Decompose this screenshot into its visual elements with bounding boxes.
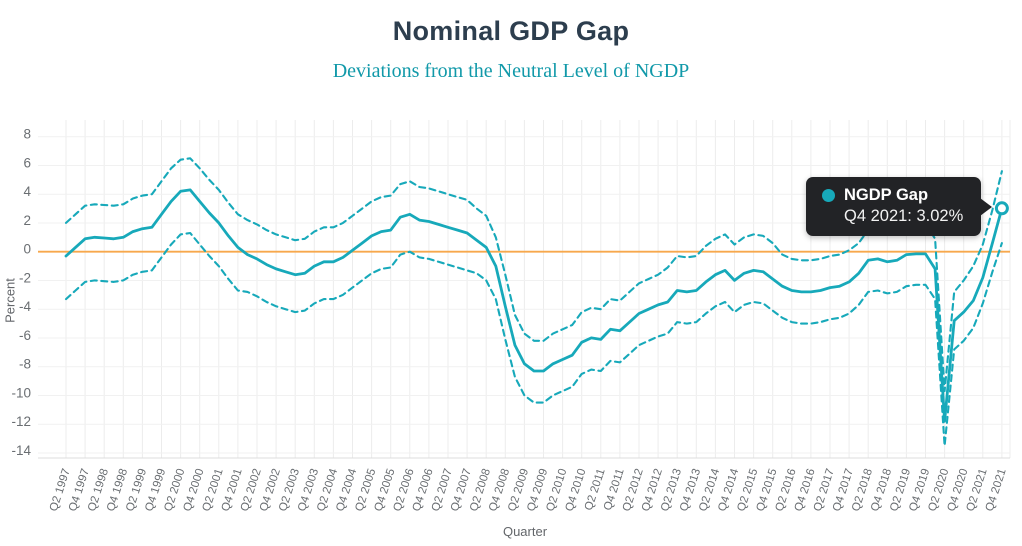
series-marker-icon bbox=[822, 189, 835, 202]
latest-point-marker[interactable] bbox=[994, 201, 1009, 216]
y-axis-title: Percent bbox=[2, 278, 18, 323]
svg-text:0: 0 bbox=[23, 242, 31, 257]
chart-subtitle: Deviations from the Neutral Level of NGD… bbox=[332, 60, 690, 82]
svg-text:-14: -14 bbox=[11, 443, 31, 458]
tooltip: NGDP Gap Q4 2021: 3.02% bbox=[806, 177, 993, 236]
svg-text:6: 6 bbox=[23, 155, 31, 170]
chart-title: Nominal GDP Gap bbox=[392, 16, 630, 46]
svg-text:-8: -8 bbox=[19, 357, 31, 372]
svg-text:8: 8 bbox=[23, 127, 31, 142]
svg-text:-10: -10 bbox=[11, 385, 31, 400]
svg-text:4: 4 bbox=[23, 184, 31, 199]
ngdp-gap-line[interactable] bbox=[64, 188, 1004, 423]
y-tick-labels: 8 6 4 2 0 -2 -4 -6 -8 -10 -12 -14 bbox=[11, 127, 31, 458]
svg-text:-12: -12 bbox=[11, 414, 31, 429]
svg-text:-2: -2 bbox=[19, 270, 31, 285]
upper-band-line bbox=[64, 157, 1003, 393]
tooltip-value: Q4 2021: 3.02% bbox=[844, 207, 964, 225]
svg-text:2: 2 bbox=[23, 213, 31, 228]
svg-text:-4: -4 bbox=[19, 299, 31, 314]
x-axis-title: Quarter bbox=[502, 524, 548, 539]
lower-band-line bbox=[64, 231, 1003, 447]
gridlines bbox=[38, 120, 1011, 459]
tooltip-series-name: NGDP Gap bbox=[844, 186, 929, 204]
svg-text:-6: -6 bbox=[19, 328, 31, 343]
